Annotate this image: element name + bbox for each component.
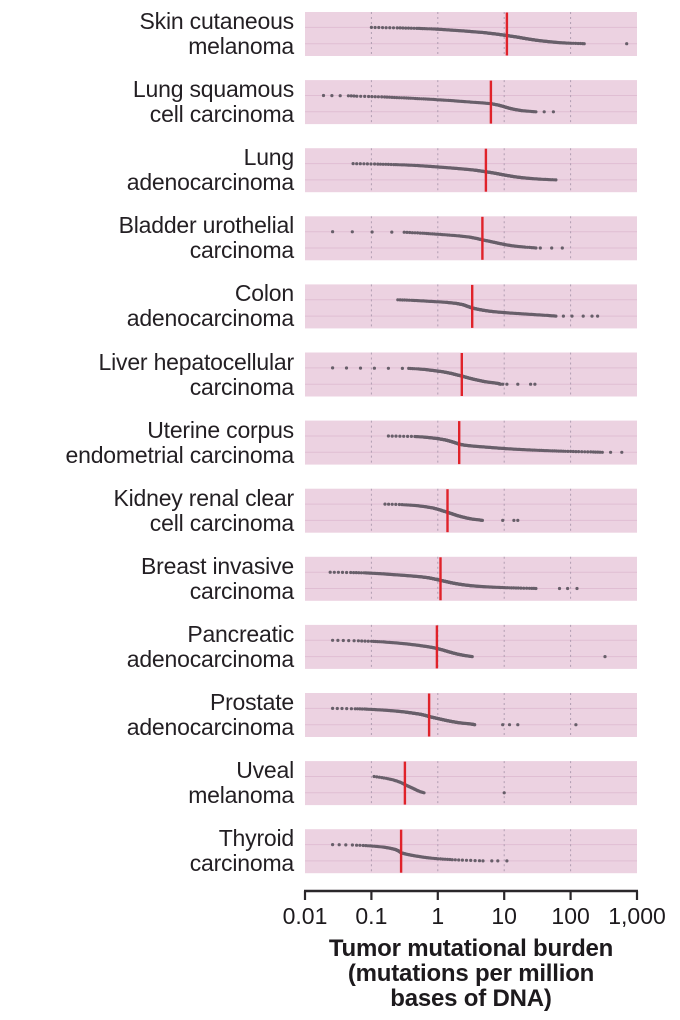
row-band [305,693,637,737]
x-axis [303,889,639,900]
row-thyroid-carcinoma [305,829,637,874]
row-label-line: Kidney renal clear [113,484,294,511]
row-label-line: Uveal [236,757,294,784]
row-label-uveal-melanoma: Uveal melanoma [0,758,294,808]
row-label-line: Breast invasive [141,552,294,579]
row-label-line: adenocarcinoma [126,305,294,332]
row-lung-adenocarcinoma [305,148,637,193]
x-tick-label-0.01: 0.01 [282,903,328,929]
row-label-colon-adenocarcinoma: Colon adenocarcinoma [0,281,294,331]
x-tick-label-1,000: 1,000 [608,903,666,929]
row-label-line: melanoma [188,782,294,809]
row-liver-hepatocellular-carcinoma [305,352,637,397]
row-label-line: Prostate [209,689,294,715]
row-bladder-urothelial-carcinoma [305,216,637,261]
x-tick-label-10: 10 [491,903,517,929]
data-points [351,162,558,182]
row-label-line: Liver hepatocellular [98,348,295,375]
row-label-line: cell carcinoma [149,509,294,536]
row-skin-cutaneous-melanoma [305,12,637,56]
row-label-line: Bladder urothelial [118,212,295,239]
row-label-line: carcinoma [189,373,294,400]
x-tick-label-0.1: 0.1 [355,903,388,929]
row-label-line: carcinoma [189,850,294,877]
data-points [369,25,629,46]
x-axis-title-line-2: (mutations per million [347,960,595,987]
row-label-line: Thyroid [218,825,294,852]
data-points [328,570,579,591]
row-band [305,488,637,533]
row-label-line: Lung [243,144,295,171]
row-uveal-melanoma [305,761,637,806]
x-axis-title: Tumor mutational burden (mutations per m… [251,936,680,1011]
row-band [305,12,637,56]
data-points [331,230,564,250]
row-pancreatic-adenocarcinoma [305,624,637,669]
row-label-line: Lung squamous [132,76,294,103]
row-label-bladder-urothelial-carcinoma: Bladder urothelial carcinoma [0,212,295,264]
row-band [305,556,637,601]
row-label-prostate-adenocarcinoma: Prostate adenocarcinoma [0,690,294,740]
row-prostate-adenocarcinoma [305,693,637,737]
row-band [305,761,637,806]
row-breast-invasive-carcinoma [305,556,637,601]
row-label-thyroid-carcinoma: Thyroid carcinoma [0,826,294,876]
row-label-line: Skin cutaneous [139,8,295,34]
data-points [331,638,607,659]
row-band [305,624,637,669]
row-kidney-renal-clear-cell-carcinoma [305,488,637,533]
row-label-line: carcinoma [189,577,294,604]
row-label-line: Uterine corpus [147,416,294,443]
data-points [331,706,578,727]
row-label-kidney-renal-clear-cell-carcinoma: Kidney renal clear cell carcinoma [0,484,294,536]
row-label-skin-cutaneous-melanoma: Skin cutaneous melanoma [0,8,295,59]
data-points [331,843,509,863]
row-band [305,352,637,397]
row-label-line: melanoma [188,33,294,59]
data-points [321,93,556,114]
row-uterine-corpus-endometrial-carcinoma [305,420,637,465]
data-points [386,434,624,454]
row-label-breast-invasive-carcinoma: Breast invasive carcinoma [0,552,294,604]
row-label-line: carcinoma [189,237,294,264]
row-label-lung-squamous-cell-carcinoma: Lung squamous cell carcinoma [0,77,294,127]
row-lung-squamous-cell-carcinoma [305,80,637,125]
x-axis-title-line-1: Tumor mutational burden [328,935,614,962]
row-band [305,829,637,874]
x-axis-title-line-3: bases of DNA) [390,985,552,1012]
row-colon-adenocarcinoma [305,284,637,329]
row-label-pancreatic-adenocarcinoma: Pancreatic adenocarcinoma [0,620,294,672]
row-label-lung-adenocarcinoma: Lung adenocarcinoma [0,145,294,195]
row-label-line: Colon [234,280,294,307]
row-label-line: adenocarcinoma [126,169,294,196]
row-label-line: cell carcinoma [149,101,294,128]
row-label-line: endometrial carcinoma [65,441,295,468]
row-label-line: adenocarcinoma [126,645,294,672]
x-tick-label-100: 100 [551,903,590,929]
x-tick-label-1: 1 [431,903,445,929]
row-label-uterine-corpus-endometrial-carcinoma: Uterine corpus endometrial carcinoma [0,416,295,468]
row-label-line: Pancreatic [187,620,294,647]
row-band [305,420,637,465]
row-label-line: adenocarcinoma [126,714,294,740]
row-label-liver-hepatocellular-carcinoma: Liver hepatocellular carcinoma [0,348,295,400]
